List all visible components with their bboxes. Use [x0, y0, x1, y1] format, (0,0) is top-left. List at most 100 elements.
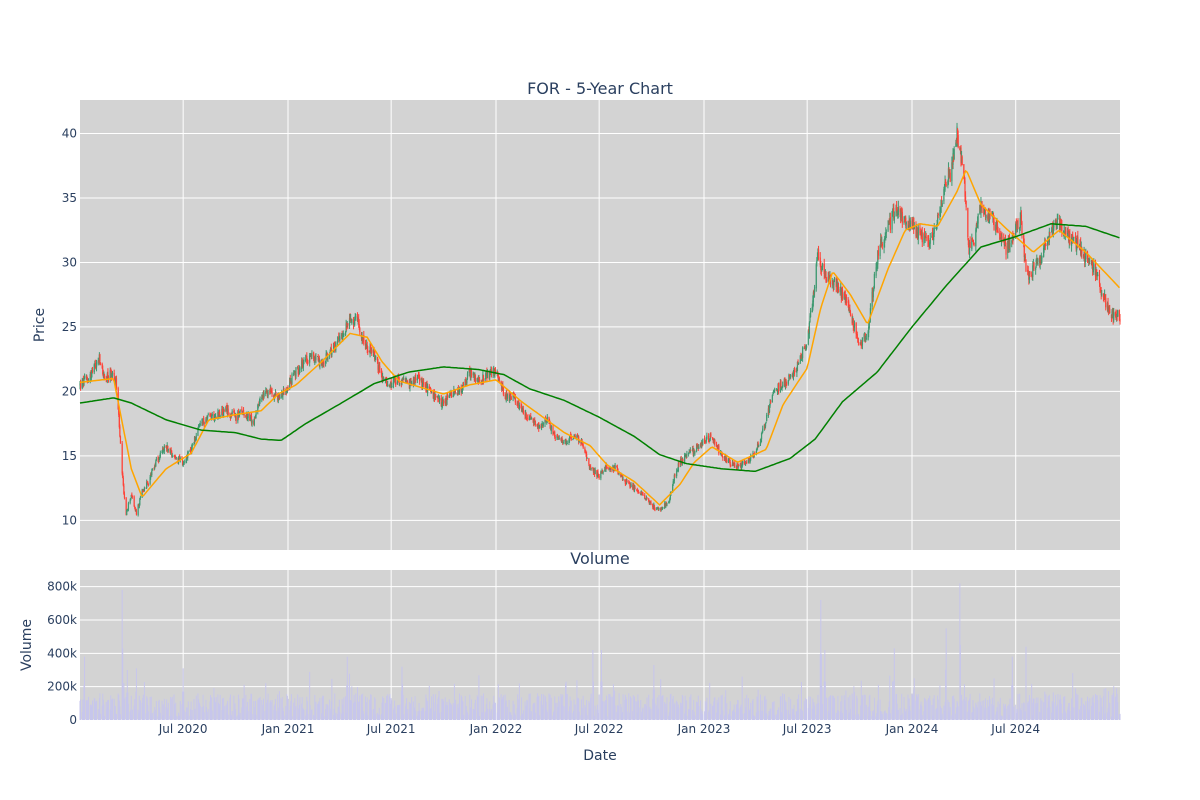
- candle-body: [727, 459, 730, 462]
- volume-bar: [355, 693, 357, 720]
- candle-body: [644, 498, 646, 500]
- volume-bar: [278, 691, 280, 720]
- volume-bar: [290, 700, 292, 720]
- candle-body: [149, 477, 151, 484]
- candle-body: [1113, 312, 1115, 321]
- candle-body: [263, 393, 265, 398]
- volume-bar: [653, 665, 655, 720]
- candle-body: [391, 386, 393, 388]
- volume-bar: [1115, 710, 1117, 720]
- volume-bar: [1060, 703, 1062, 720]
- volume-series: [79, 583, 1121, 720]
- volume-bar: [1083, 710, 1085, 720]
- candle-body: [742, 461, 744, 463]
- candle-body: [907, 224, 909, 229]
- volume-bar: [294, 708, 296, 720]
- volume-bar: [262, 704, 264, 720]
- volume-bar: [106, 700, 108, 720]
- candle-body: [935, 227, 937, 229]
- candle-body: [885, 232, 887, 234]
- volume-bar: [229, 694, 231, 720]
- volume-bar: [1035, 697, 1037, 720]
- candle-body: [376, 356, 379, 361]
- long-moving-average-line: [79, 223, 1120, 473]
- volume-bar: [400, 690, 402, 720]
- volume-bar: [653, 689, 655, 720]
- volume-bar: [855, 714, 857, 720]
- volume-bar: [516, 708, 518, 720]
- candle-body: [182, 465, 184, 466]
- volume-bar: [334, 716, 336, 720]
- candle-body: [461, 388, 463, 392]
- volume-bar: [980, 707, 982, 720]
- volume-bar: [749, 708, 751, 720]
- volume-bar: [763, 696, 765, 720]
- volume-bar: [122, 648, 124, 720]
- candle-body: [110, 369, 112, 372]
- volume-bar: [485, 704, 487, 720]
- candle-body: [853, 323, 856, 328]
- candle-body: [833, 278, 836, 280]
- volume-bar: [644, 703, 646, 720]
- volume-bar: [399, 704, 401, 720]
- candle-body: [867, 331, 869, 340]
- candle-body: [286, 389, 289, 391]
- candle-body: [549, 422, 551, 429]
- candle-body: [772, 393, 775, 394]
- volume-bar: [900, 715, 902, 720]
- volume-bar: [506, 706, 508, 720]
- volume-bar: [178, 712, 180, 720]
- volume-bar: [146, 696, 148, 720]
- volume-bar: [366, 697, 368, 720]
- volume-bar: [111, 698, 113, 720]
- volume-bar: [411, 697, 413, 720]
- volume-bar: [1076, 700, 1078, 720]
- volume-bar: [928, 698, 930, 720]
- volume-bar: [662, 695, 664, 720]
- candle-body: [673, 475, 675, 482]
- candle-body: [330, 348, 332, 354]
- volume-bar: [791, 708, 793, 720]
- volume-bar: [363, 713, 365, 720]
- candle-body: [87, 380, 90, 381]
- volume-bar: [776, 716, 778, 720]
- candle-body: [953, 148, 955, 159]
- volume-bar: [253, 701, 255, 720]
- volume-bar: [318, 701, 320, 720]
- candle-body: [1033, 261, 1035, 269]
- volume-bar: [329, 699, 331, 720]
- candle-body: [741, 463, 743, 468]
- candle-body: [290, 380, 292, 382]
- volume-bar: [84, 656, 86, 720]
- volume-bar: [497, 703, 499, 720]
- volume-bar: [812, 698, 814, 720]
- candle-body: [119, 426, 121, 437]
- candle-body: [418, 375, 420, 377]
- price-tick-label: 20: [62, 384, 77, 398]
- volume-bar: [848, 714, 850, 720]
- volume-bar: [213, 688, 215, 720]
- volume-bar: [616, 711, 618, 720]
- candle-body: [203, 417, 205, 422]
- volume-bar: [720, 695, 722, 720]
- volume-bar: [593, 715, 595, 720]
- candle-body: [534, 420, 536, 425]
- volume-bar: [1009, 698, 1011, 720]
- candle-body: [189, 449, 192, 452]
- volume-bar: [961, 694, 963, 720]
- volume-bar: [153, 711, 155, 720]
- volume-bar: [786, 709, 788, 720]
- candle-body: [253, 418, 255, 425]
- volume-bar: [963, 684, 965, 720]
- volume-bar: [880, 713, 882, 720]
- volume-bar: [179, 700, 181, 720]
- candle-body: [207, 414, 209, 416]
- volume-bar: [333, 708, 335, 720]
- volume-bar: [645, 716, 647, 720]
- candle-body: [1101, 293, 1103, 295]
- candle-body: [338, 336, 340, 340]
- volume-bar: [1104, 716, 1106, 720]
- volume-bar: [243, 698, 245, 720]
- candle-body: [407, 381, 409, 384]
- volume-bar: [852, 699, 854, 720]
